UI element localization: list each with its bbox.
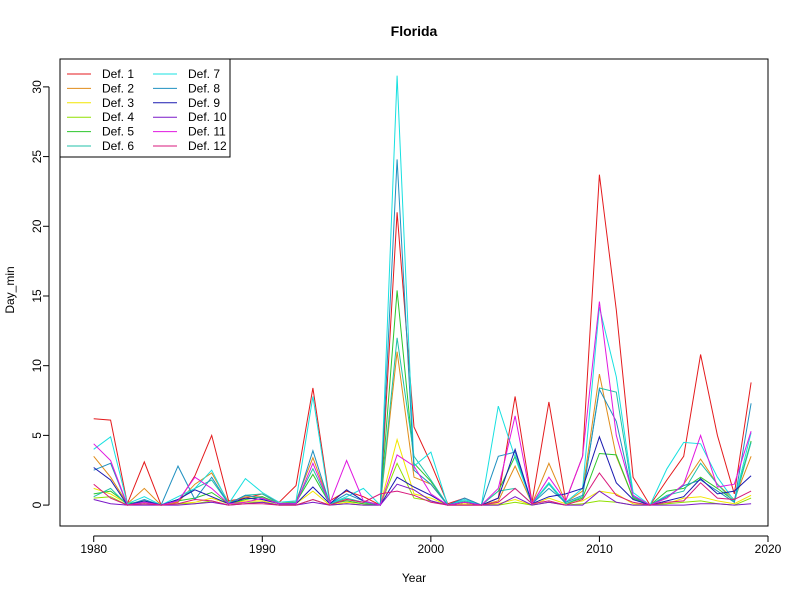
legend-label-10: Def. 10 (188, 110, 227, 124)
chart-title: Florida (391, 23, 438, 39)
legend-label-12: Def. 12 (188, 139, 227, 153)
y-tick-label-10: 10 (30, 359, 44, 373)
legend-label-11: Def. 11 (188, 125, 226, 139)
legend-label-5: Def. 5 (102, 125, 134, 139)
series-line-10 (93, 483, 752, 506)
x-axis-label: Year (402, 571, 426, 585)
y-tick-label-20: 20 (30, 219, 44, 233)
axis-layer: 1980 1990 2000 2010 2020 0 5 10 15 20 25 30 (30, 80, 781, 556)
x-tick-label-1980: 1980 (80, 542, 107, 556)
series-line-2 (93, 351, 752, 506)
y-tick-label-30: 30 (30, 80, 44, 94)
x-tick-label-2000: 2000 (418, 542, 445, 556)
y-axis-label: Day_min (3, 266, 17, 313)
series-line-8 (93, 159, 752, 506)
legend-label-3: Def. 3 (102, 96, 134, 110)
y-tick-label-0: 0 (30, 501, 44, 508)
legend-label-1: Def. 1 (102, 67, 134, 81)
x-tick-label-2010: 2010 (586, 542, 613, 556)
series-layer (93, 75, 752, 507)
series-line-9 (93, 435, 752, 506)
legend-label-4: Def. 4 (102, 110, 134, 124)
legend-label-2: Def. 2 (102, 81, 134, 95)
plot-frame (59, 58, 769, 527)
legend-label-8: Def. 8 (188, 81, 220, 95)
series-line-1 (93, 174, 752, 507)
series-line-7 (93, 75, 752, 507)
x-tick-label-2020: 2020 (755, 542, 782, 556)
legend-label-6: Def. 6 (102, 139, 134, 153)
legend-label-7: Def. 7 (188, 67, 220, 81)
y-tick-label-15: 15 (30, 289, 44, 303)
legend-box (59, 58, 231, 158)
legend-label-9: Def. 9 (188, 96, 220, 110)
y-tick-label-5: 5 (30, 432, 44, 439)
series-line-11 (93, 301, 752, 506)
x-tick-label-1990: 1990 (249, 542, 276, 556)
series-line-12 (93, 472, 752, 506)
y-tick-label-25: 25 (30, 150, 44, 164)
series-line-5 (93, 290, 752, 506)
